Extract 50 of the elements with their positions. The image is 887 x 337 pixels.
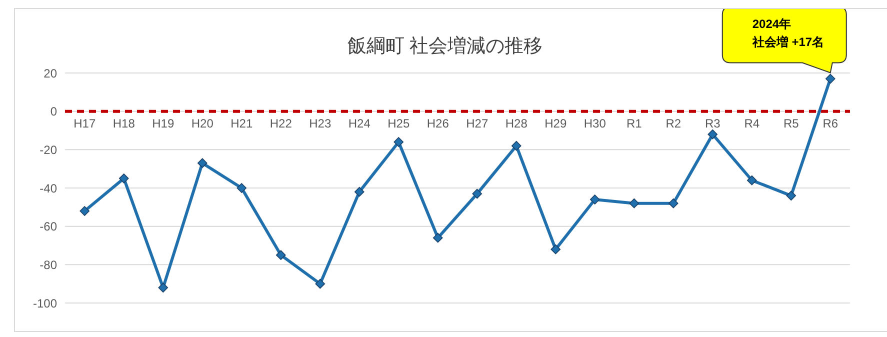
point	[629, 198, 640, 208]
point	[590, 194, 600, 204]
point	[394, 137, 404, 147]
x-tick-label: R6	[822, 116, 838, 130]
x-tick-label: H20	[191, 116, 214, 130]
point	[80, 206, 90, 216]
x-tick-label: H21	[230, 116, 253, 130]
y-tick-label: -40	[40, 181, 58, 196]
point	[825, 74, 836, 84]
x-tick-label: H29	[544, 116, 567, 130]
point	[236, 183, 247, 193]
annotation: 社会増 +17名	[751, 34, 824, 49]
x-tick-label: R4	[744, 116, 760, 130]
y-tick-label: -100	[32, 296, 58, 310]
x-tick-label: H28	[505, 116, 528, 130]
point	[118, 174, 129, 184]
point	[472, 188, 482, 199]
point	[315, 278, 326, 289]
x-tick-label: H18	[112, 116, 136, 130]
y-tick-label: -60	[40, 220, 58, 234]
point	[550, 244, 561, 254]
x-tick-label: R2	[666, 116, 682, 130]
point	[511, 140, 522, 151]
x-tick-label: H17	[74, 116, 96, 130]
x-tick-label: H23	[309, 116, 332, 130]
y-tick-label: 0	[50, 104, 58, 119]
x-tick-label: H27	[466, 116, 488, 130]
point	[276, 250, 286, 260]
x-tick-label: H25	[388, 116, 410, 130]
point	[668, 198, 678, 208]
y-tick-label: -80	[40, 258, 58, 272]
y-tick-label: -20	[40, 142, 58, 157]
chart-title: 飯綱町 社会増減の推移	[347, 36, 543, 57]
x-tick-label: H24	[348, 116, 371, 130]
x-tick-label: H22	[270, 116, 292, 130]
point	[786, 190, 796, 201]
x-tick-label: R5	[783, 116, 800, 130]
x-tick-label: H19	[152, 116, 174, 130]
point	[708, 129, 718, 140]
x-tick-label: H26	[426, 116, 450, 130]
point	[432, 232, 443, 243]
point	[746, 175, 757, 186]
y-tick-label: 20	[44, 66, 58, 80]
text: 2024年	[752, 16, 792, 31]
point	[158, 282, 168, 293]
point	[354, 186, 364, 197]
x-tick-label: R1	[626, 116, 642, 130]
point	[197, 158, 208, 168]
x-tick-label: H30	[584, 116, 606, 130]
x-tick-label: R3	[704, 116, 721, 130]
